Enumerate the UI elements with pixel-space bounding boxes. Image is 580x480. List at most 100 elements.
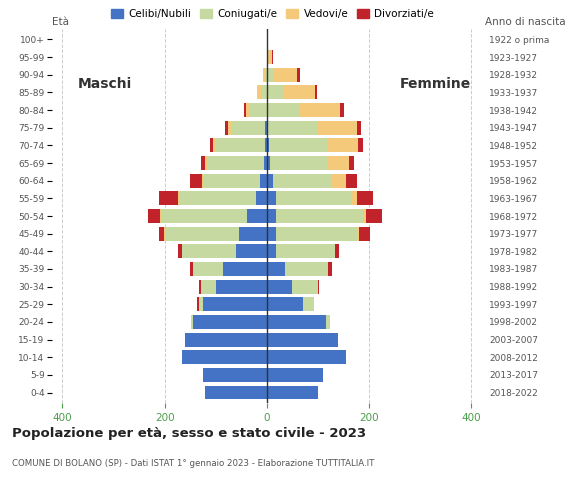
Bar	[358, 227, 359, 240]
Bar	[161, 209, 248, 223]
Bar	[205, 156, 208, 170]
Bar	[272, 50, 273, 64]
Bar	[197, 298, 199, 311]
Bar	[267, 192, 276, 205]
Bar	[317, 121, 357, 134]
Bar	[202, 174, 204, 188]
Bar	[276, 227, 358, 240]
Bar	[273, 174, 332, 188]
Bar	[332, 174, 346, 188]
Bar	[357, 121, 361, 134]
Bar	[359, 227, 370, 240]
Bar	[216, 280, 267, 294]
Bar	[267, 333, 338, 347]
Bar	[264, 138, 267, 152]
Bar	[327, 138, 358, 152]
Bar	[267, 350, 346, 364]
Bar	[315, 85, 317, 99]
Bar	[335, 244, 339, 258]
Bar	[340, 103, 344, 117]
Legend: Celibi/Nubili, Coniugati/e, Vedovi/e, Divorziati/e: Celibi/Nubili, Coniugati/e, Vedovi/e, Di…	[107, 5, 438, 24]
Bar	[366, 209, 382, 223]
Bar	[191, 315, 193, 329]
Bar	[270, 156, 327, 170]
Bar	[267, 50, 268, 64]
Bar	[269, 138, 327, 152]
Bar	[267, 85, 283, 99]
Bar	[185, 333, 267, 347]
Bar	[160, 209, 161, 223]
Bar	[328, 262, 332, 276]
Bar	[298, 68, 299, 82]
Bar	[364, 209, 366, 223]
Bar	[256, 85, 260, 99]
Bar	[267, 121, 269, 134]
Bar	[183, 244, 236, 258]
Bar	[351, 192, 357, 205]
Bar	[204, 174, 260, 188]
Bar	[276, 244, 335, 258]
Text: Anno di nascita: Anno di nascita	[485, 17, 566, 27]
Bar	[190, 174, 202, 188]
Bar	[357, 192, 373, 205]
Bar	[205, 386, 267, 399]
Bar	[267, 262, 285, 276]
Bar	[260, 174, 267, 188]
Bar	[239, 227, 267, 240]
Bar	[264, 156, 267, 170]
Bar	[190, 262, 193, 276]
Bar	[267, 68, 273, 82]
Bar	[267, 209, 276, 223]
Bar	[201, 280, 216, 294]
Bar	[193, 262, 223, 276]
Bar	[265, 68, 267, 82]
Bar	[300, 103, 340, 117]
Bar	[267, 386, 318, 399]
Bar	[283, 85, 315, 99]
Bar	[183, 350, 267, 364]
Bar	[260, 85, 267, 99]
Bar	[203, 298, 267, 311]
Bar	[248, 209, 267, 223]
Bar	[327, 156, 349, 170]
Bar	[267, 227, 276, 240]
Bar	[267, 156, 270, 170]
Bar	[256, 192, 267, 205]
Text: COMUNE DI BOLANO (SP) - Dati ISTAT 1° gennaio 2023 - Elaborazione TUTTITALIA.IT: COMUNE DI BOLANO (SP) - Dati ISTAT 1° ge…	[12, 458, 374, 468]
Bar	[267, 103, 300, 117]
Bar	[349, 156, 354, 170]
Bar	[203, 368, 267, 382]
Text: Popolazione per età, sesso e stato civile - 2023: Popolazione per età, sesso e stato civil…	[12, 427, 366, 440]
Bar	[199, 298, 203, 311]
Bar	[226, 121, 228, 134]
Bar	[216, 138, 264, 152]
Bar	[209, 138, 213, 152]
Bar	[179, 192, 180, 205]
Bar	[165, 227, 239, 240]
Bar	[180, 192, 256, 205]
Bar	[267, 368, 323, 382]
Bar	[346, 174, 357, 188]
Bar	[269, 121, 317, 134]
Bar	[267, 298, 303, 311]
Bar	[276, 209, 364, 223]
Bar	[232, 121, 265, 134]
Bar	[244, 103, 246, 117]
Bar	[267, 174, 273, 188]
Bar	[236, 244, 267, 258]
Bar	[268, 50, 272, 64]
Bar	[318, 280, 319, 294]
Bar	[201, 156, 205, 170]
Bar	[213, 138, 216, 152]
Bar	[267, 138, 269, 152]
Bar	[263, 68, 265, 82]
Bar	[223, 262, 267, 276]
Text: Maschi: Maschi	[78, 76, 132, 91]
Bar	[358, 138, 363, 152]
Bar	[208, 156, 264, 170]
Bar	[179, 244, 183, 258]
Bar	[273, 68, 298, 82]
Bar	[267, 280, 292, 294]
Bar	[251, 103, 267, 117]
Bar	[285, 262, 328, 276]
